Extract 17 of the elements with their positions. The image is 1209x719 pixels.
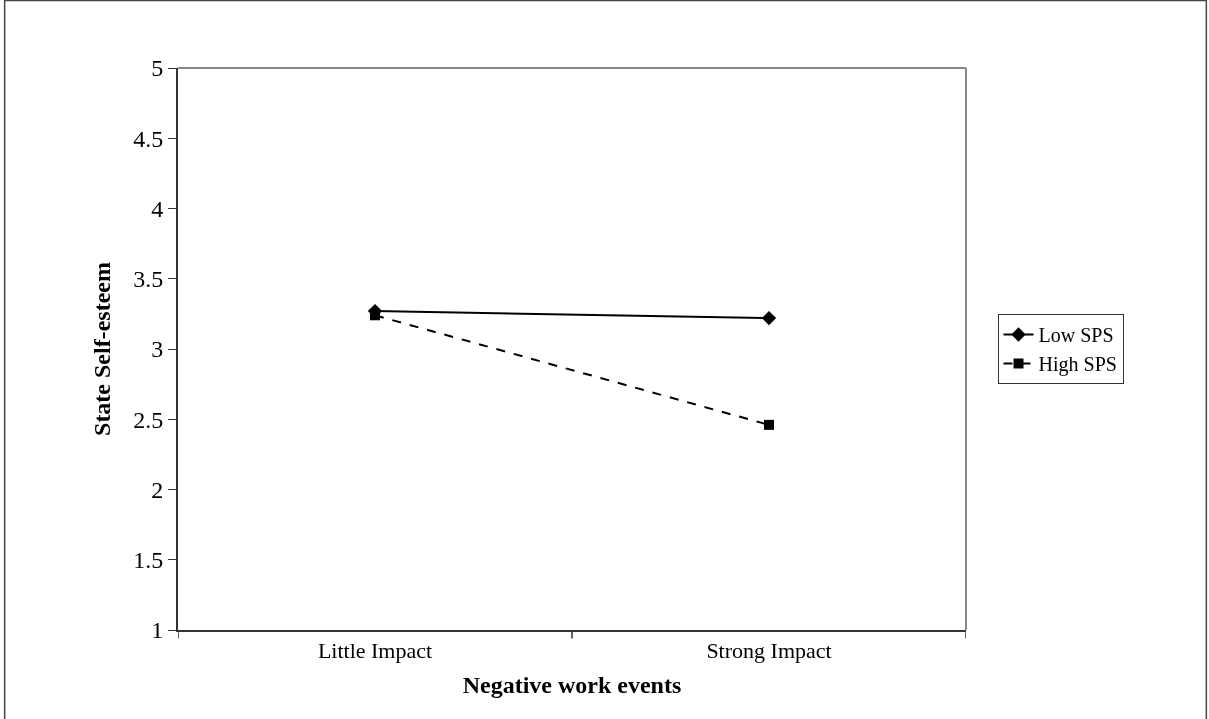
y-tick-label: 4 (151, 195, 164, 222)
legend-label: High SPS (1038, 353, 1117, 377)
point (761, 310, 777, 326)
y-tick-label: 4.5 (133, 125, 164, 152)
y-axis-title: State Self-esteem (88, 262, 115, 436)
y-tick-label: 2.5 (133, 406, 164, 433)
y-tick-label: 2 (151, 476, 164, 503)
x-axis-title: Negative work events (462, 672, 682, 699)
x-tick-label: Strong Impact (706, 638, 832, 664)
y-tick-label: 1.5 (133, 547, 164, 574)
y-tick-label: 3 (151, 336, 164, 363)
x-tick-label: Little Impact (317, 638, 433, 664)
point (764, 419, 774, 430)
y-tick-label: 3.5 (133, 266, 164, 293)
y-tick-label: 1 (151, 617, 164, 644)
y-tick-label: 5 (151, 55, 164, 82)
legend-label: Low SPS (1038, 324, 1114, 347)
